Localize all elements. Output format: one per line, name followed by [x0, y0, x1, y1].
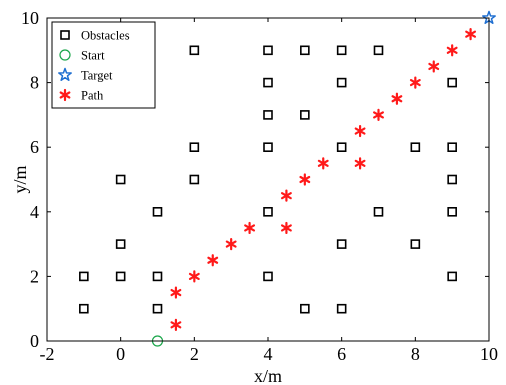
path-marker — [409, 76, 421, 89]
obstacle-marker — [336, 303, 347, 314]
obstacle-marker — [300, 45, 310, 56]
obstacle-marker — [79, 303, 89, 314]
obstacle-marker — [115, 271, 126, 282]
path-marker — [428, 60, 440, 73]
obstacle-marker — [336, 142, 347, 152]
obstacle-marker — [336, 77, 347, 88]
y-tick-label: 4 — [30, 202, 39, 222]
path-marker — [225, 238, 237, 251]
x-tick-label: 4 — [264, 344, 273, 364]
obstacle-marker — [373, 45, 384, 56]
obstacle-marker — [189, 174, 200, 185]
path-marker — [188, 270, 200, 283]
obstacle-marker — [373, 207, 384, 217]
obstacle-marker — [300, 303, 310, 314]
plot-marks — [79, 10, 496, 347]
obstacle-marker — [263, 271, 273, 282]
obstacle-marker — [447, 174, 457, 185]
obstacle-marker — [189, 142, 200, 152]
x-tick-label: 0 — [116, 344, 125, 364]
x-tick-label: -2 — [40, 344, 55, 364]
obstacle-marker — [263, 45, 273, 56]
x-tick-label: 8 — [411, 344, 420, 364]
legend-target-label: Target — [81, 69, 113, 83]
path-marker — [244, 221, 256, 235]
obstacle-marker — [410, 239, 421, 249]
x-tick-label: 10 — [480, 344, 498, 364]
path-marker — [170, 286, 182, 299]
obstacle-marker — [447, 77, 457, 88]
obstacle-marker — [115, 239, 126, 249]
path-marker — [354, 157, 366, 170]
x-tick-label: 6 — [337, 344, 346, 364]
y-tick-label: 8 — [30, 73, 39, 93]
legend-obstacle-marker — [60, 30, 70, 40]
obstacle-marker — [115, 174, 126, 185]
obstacle-marker — [410, 142, 421, 152]
legend-obstacle-label: Obstacles — [81, 29, 130, 43]
obstacle-marker — [152, 207, 163, 217]
y-axis-label: y/m — [10, 165, 30, 193]
path-marker — [354, 124, 366, 138]
path-marker — [465, 28, 477, 41]
obstacle-marker — [263, 77, 273, 88]
x-tick-label: 2 — [190, 344, 199, 364]
obstacle-marker — [336, 45, 347, 56]
obstacle-marker — [263, 110, 273, 120]
obstacle-marker — [447, 142, 457, 152]
obstacle-marker — [152, 271, 163, 282]
obstacle-marker — [336, 239, 347, 249]
y-tick-label: 0 — [30, 331, 39, 351]
path-marker — [170, 318, 182, 331]
legend-path-marker — [59, 88, 71, 102]
path-marker — [280, 189, 292, 202]
obstacle-marker — [447, 271, 457, 282]
y-tick-label: 6 — [30, 137, 39, 157]
obstacle-marker — [447, 207, 457, 217]
obstacle-marker — [300, 110, 310, 120]
path-marker — [373, 108, 384, 122]
obstacle-marker — [263, 142, 273, 152]
path-marker — [299, 173, 311, 186]
obstacle-marker — [79, 271, 89, 282]
legend-path-label: Path — [81, 89, 104, 103]
obstacle-marker — [263, 207, 273, 217]
path-marker — [446, 44, 458, 57]
legend-start-label: Start — [81, 49, 105, 63]
y-tick-label: 2 — [30, 266, 39, 286]
x-axis-label: x/m — [254, 366, 282, 385]
legend-start-marker — [59, 49, 71, 61]
y-tick-label: 10 — [21, 8, 39, 28]
obstacle-marker — [189, 45, 200, 56]
path-marker — [391, 92, 403, 105]
obstacle-marker — [152, 303, 163, 314]
legend-target-marker — [58, 67, 72, 82]
legend: Obstacles Start Target Path — [51, 21, 156, 109]
path-marker — [280, 221, 292, 235]
path-marker — [317, 157, 329, 170]
path-marker — [207, 254, 219, 267]
